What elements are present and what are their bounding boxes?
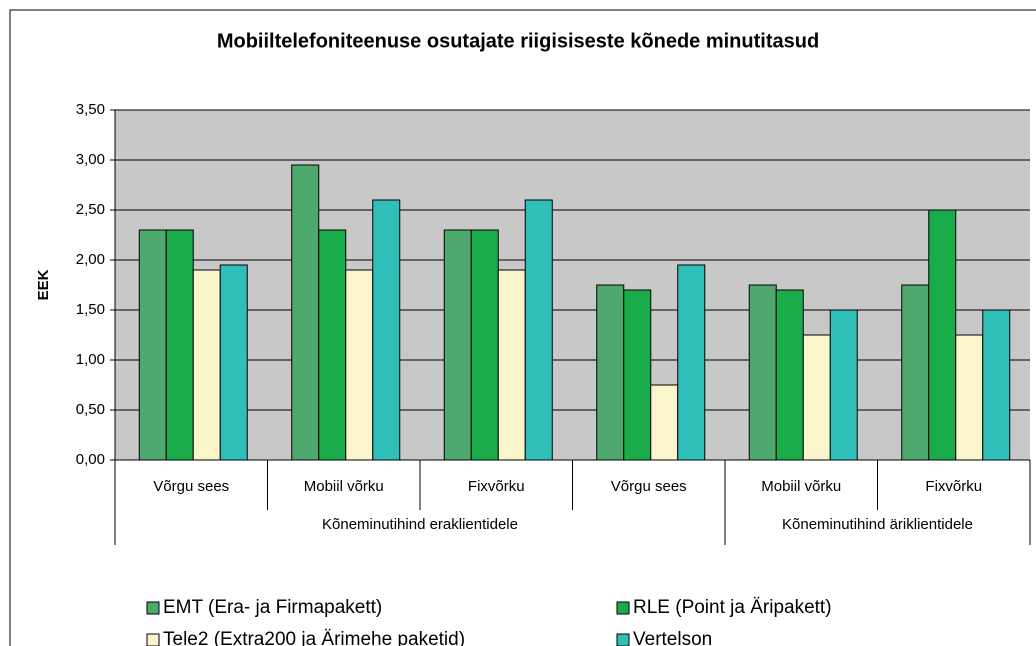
plot-area (115, 110, 1030, 460)
x-tick-label: Mobiil võrku (761, 478, 841, 495)
legend-label: EMT (Era- ja Firmapakett) (163, 597, 382, 618)
bar (829, 309, 858, 461)
bar (748, 284, 777, 461)
x-tick-label: Fixvõrku (925, 478, 982, 495)
bar (928, 209, 957, 461)
bar (677, 264, 706, 461)
legend-swatch (146, 601, 160, 615)
x-tick-label: Fixvõrku (468, 478, 525, 495)
legend-swatch (616, 601, 630, 615)
bar (372, 199, 401, 461)
bar (470, 229, 499, 461)
bar (165, 229, 194, 461)
y-axis-title: EEK (35, 269, 52, 300)
x-tick-label: Võrgu sees (611, 478, 687, 495)
bar (138, 229, 167, 461)
bar (982, 309, 1011, 461)
y-tick-label: 0,50 (76, 401, 105, 418)
legend-label: RLE (Point ja Äripakett) (633, 597, 832, 618)
group-label: Kõneminutihind eraklientidele (322, 516, 518, 533)
bar (345, 269, 374, 461)
bar (955, 334, 984, 461)
bar (219, 264, 248, 461)
legend-swatch (146, 633, 160, 646)
legend-swatch (616, 633, 630, 646)
bar (192, 269, 221, 461)
group-label: Kõneminutihind äriklientidele (782, 516, 973, 533)
y-tick-label: 3,00 (76, 151, 105, 168)
bar (524, 199, 553, 461)
y-tick-label: 1,00 (76, 351, 105, 368)
bar (497, 269, 526, 461)
y-tick-label: 0,00 (76, 451, 105, 468)
bar (802, 334, 831, 461)
y-tick-label: 1,50 (76, 301, 105, 318)
y-tick-label: 3,50 (76, 101, 105, 118)
bar (650, 384, 679, 461)
y-tick-label: 2,50 (76, 201, 105, 218)
bar (901, 284, 930, 461)
y-tick-label: 2,00 (76, 251, 105, 268)
bar (318, 229, 347, 461)
bar (596, 284, 625, 461)
bar (623, 289, 652, 461)
x-tick-label: Mobiil võrku (304, 478, 384, 495)
legend-label: Vertelson (633, 629, 712, 646)
bar (291, 164, 320, 461)
chart-title: Mobiiltelefoniteenuse osutajate riigisis… (217, 30, 819, 52)
x-tick-label: Võrgu sees (153, 478, 229, 495)
bar (775, 289, 804, 461)
bar (443, 229, 472, 461)
legend-label: Tele2 (Extra200 ja Ärimehe paketid) (163, 629, 465, 646)
